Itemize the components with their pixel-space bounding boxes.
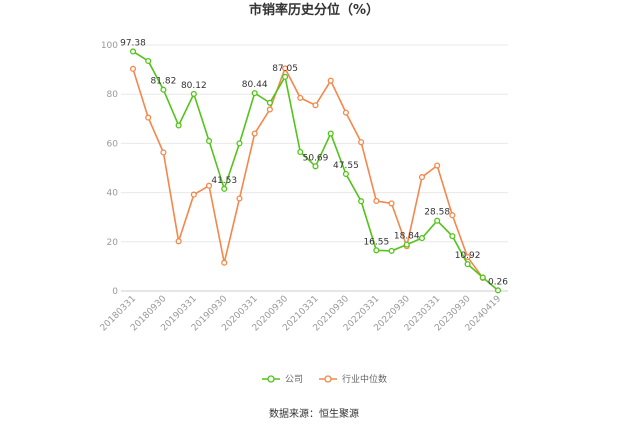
data-point: [464, 261, 471, 268]
data-point: [373, 197, 380, 205]
legend-marker: [267, 375, 275, 383]
series-layer: [129, 48, 502, 294]
data-label: 87.05: [272, 64, 298, 74]
data-point: [221, 185, 228, 192]
legend-item[interactable]: 行业中位数: [319, 373, 387, 385]
legend-marker: [324, 375, 332, 383]
data-point: [449, 233, 456, 240]
data-point: [236, 140, 243, 147]
data-point: [282, 65, 289, 72]
y-tick-label: 20: [107, 238, 119, 248]
data-labels: 97.38 81.82 80.12 41.53 80.44 87.05 50.69 47.55…: [120, 38, 508, 287]
y-tick-label: 60: [107, 139, 119, 149]
data-label: 41.53: [211, 176, 237, 186]
data-label: 47.55: [333, 161, 359, 171]
source-note: 数据来源：恒生聚源: [269, 407, 359, 420]
x-axis: 2018033120180930201903312019093020200331…: [99, 290, 508, 334]
data-point: [145, 57, 152, 65]
data-point: [312, 102, 319, 109]
data-point: [418, 174, 426, 181]
data-label: 0.26: [488, 277, 508, 287]
data-point: [479, 274, 486, 281]
y-tick-label: 40: [107, 189, 119, 199]
data-point: [190, 191, 197, 198]
data-point: [358, 139, 365, 146]
data-label: 18.84: [394, 232, 420, 242]
data-point: [251, 130, 258, 137]
data-point: [297, 94, 304, 101]
data-point: [403, 241, 410, 248]
legend-item[interactable]: 公司: [262, 374, 303, 385]
data-point: [145, 114, 152, 121]
data-point: [358, 198, 365, 205]
y-axis: 0 20 40 60 80 100: [101, 41, 118, 297]
data-point: [129, 48, 137, 55]
y-tick-label: 0: [112, 287, 118, 297]
data-point: [175, 122, 182, 129]
data-point: [388, 247, 395, 254]
data-point: [266, 99, 273, 106]
data-point: [464, 254, 471, 261]
data-point: [236, 195, 243, 202]
y-tick-label: 80: [107, 90, 119, 100]
data-label: 80.12: [181, 81, 207, 91]
data-point: [190, 90, 197, 97]
data-point: [266, 106, 273, 113]
data-point: [494, 287, 502, 294]
data-point: [327, 130, 334, 137]
data-point: [373, 247, 380, 254]
y-tick-label: 100: [101, 41, 118, 51]
data-point: [160, 149, 167, 156]
data-label: 80.44: [242, 80, 268, 90]
data-point: [129, 65, 137, 72]
data-point: [205, 182, 213, 189]
data-point: [221, 259, 228, 266]
data-label: 81.82: [151, 77, 177, 87]
data-label: 10.92: [455, 251, 481, 261]
legend-label: 行业中位数: [342, 373, 387, 385]
data-point: [312, 163, 319, 170]
chart-title: 市销率历史分位（%）: [249, 2, 379, 18]
data-point: [418, 235, 426, 242]
data-label: 28.58: [424, 208, 450, 218]
data-point: [160, 86, 167, 93]
data-point: [175, 238, 182, 245]
data-point: [449, 212, 456, 219]
data-point: [297, 148, 304, 156]
data-point: [342, 170, 349, 178]
legend[interactable]: 公司 行业中位数: [262, 373, 387, 385]
data-label: 16.55: [363, 237, 389, 247]
data-point: [251, 90, 258, 97]
data-point: [434, 162, 441, 169]
data-point: [342, 109, 349, 116]
data-label: 97.38: [120, 38, 146, 48]
data-point: [388, 200, 395, 207]
data-point: [327, 77, 334, 84]
series-line: [132, 66, 484, 279]
data-point: [282, 73, 289, 80]
data-label: 50.69: [303, 153, 329, 163]
legend-label: 公司: [285, 374, 303, 385]
data-point: [205, 137, 213, 144]
data-point: [434, 217, 441, 224]
